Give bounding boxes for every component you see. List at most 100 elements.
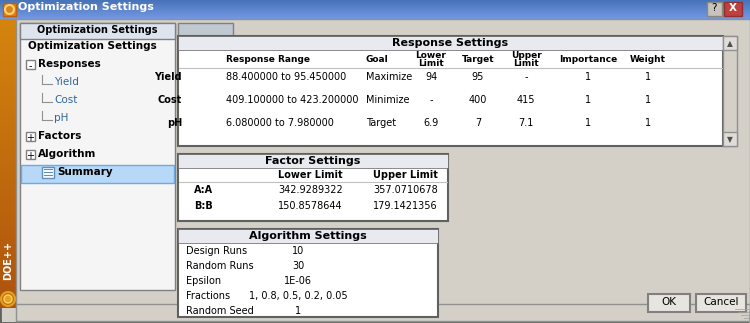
Bar xyxy=(0,302,16,303)
Text: ▼: ▼ xyxy=(727,135,733,144)
Bar xyxy=(0,293,16,294)
Bar xyxy=(0,231,16,232)
Bar xyxy=(0,262,16,263)
Bar xyxy=(0,246,16,247)
Bar xyxy=(0,4,750,5)
Bar xyxy=(0,2,750,3)
Text: Minimize: Minimize xyxy=(366,95,410,105)
Bar xyxy=(0,101,16,102)
Bar xyxy=(0,52,16,53)
Bar xyxy=(0,167,16,168)
Bar xyxy=(0,217,16,218)
Bar xyxy=(0,295,16,296)
Circle shape xyxy=(5,5,14,14)
Text: Target: Target xyxy=(366,118,396,128)
Bar xyxy=(0,267,16,268)
Bar xyxy=(0,91,16,92)
Bar xyxy=(0,116,16,117)
Bar xyxy=(0,275,16,276)
Bar xyxy=(0,162,16,163)
Bar xyxy=(0,82,16,83)
Bar xyxy=(16,19,750,308)
Bar xyxy=(0,298,16,299)
Bar xyxy=(0,97,16,98)
Bar xyxy=(0,55,16,56)
Bar xyxy=(0,304,16,305)
Bar xyxy=(0,230,16,231)
Bar xyxy=(0,178,16,179)
Bar xyxy=(0,96,16,97)
Bar xyxy=(0,266,16,267)
Bar xyxy=(0,151,16,152)
Text: Lower: Lower xyxy=(416,51,446,60)
Bar xyxy=(0,200,16,201)
Text: Maximize: Maximize xyxy=(366,72,413,82)
Bar xyxy=(0,102,16,103)
Bar xyxy=(0,74,16,75)
Bar xyxy=(0,44,16,45)
Bar xyxy=(0,72,16,73)
Bar xyxy=(0,147,16,148)
Text: 94: 94 xyxy=(424,72,437,82)
Bar xyxy=(0,306,16,307)
Bar xyxy=(0,73,16,74)
Bar xyxy=(0,186,16,187)
Text: Epsilon: Epsilon xyxy=(186,276,221,286)
Bar xyxy=(0,83,16,84)
Bar xyxy=(0,249,16,250)
Bar xyxy=(0,281,16,282)
Bar xyxy=(0,92,16,93)
Bar xyxy=(0,142,16,143)
Bar xyxy=(0,145,16,146)
Bar xyxy=(0,240,16,241)
Bar xyxy=(0,118,16,119)
Bar xyxy=(0,176,16,177)
Bar xyxy=(0,157,16,158)
Bar xyxy=(0,6,750,7)
Bar xyxy=(0,22,16,23)
Text: Design Runs: Design Runs xyxy=(186,246,248,256)
Bar xyxy=(0,254,16,255)
Bar xyxy=(0,127,16,128)
Bar xyxy=(0,286,16,287)
Bar xyxy=(0,300,16,301)
Bar xyxy=(0,110,16,111)
Bar xyxy=(0,180,16,181)
Bar xyxy=(0,289,16,290)
Bar xyxy=(0,258,16,259)
Bar xyxy=(0,146,16,147)
Bar xyxy=(0,195,16,196)
Bar xyxy=(0,112,16,113)
Bar xyxy=(0,121,16,122)
Bar xyxy=(0,263,16,264)
Bar xyxy=(0,63,16,64)
Text: +: + xyxy=(26,133,34,143)
Bar xyxy=(0,64,16,65)
Bar xyxy=(0,207,16,208)
Bar xyxy=(0,131,16,132)
Bar xyxy=(0,8,750,9)
Bar xyxy=(0,109,16,110)
Bar xyxy=(178,36,723,146)
Text: +: + xyxy=(26,151,34,161)
Bar xyxy=(0,210,16,211)
Bar xyxy=(0,134,16,135)
Text: 7: 7 xyxy=(475,118,482,128)
Text: 1: 1 xyxy=(585,72,591,82)
Bar xyxy=(0,99,16,100)
Text: X: X xyxy=(729,3,737,13)
Bar xyxy=(0,9,750,10)
Bar xyxy=(0,305,16,306)
Bar xyxy=(0,221,16,222)
Bar xyxy=(0,248,16,249)
Bar xyxy=(0,35,16,36)
Bar xyxy=(0,257,16,258)
Bar xyxy=(0,139,16,140)
Text: Weight: Weight xyxy=(630,55,666,64)
Bar xyxy=(0,117,16,118)
Text: 6.9: 6.9 xyxy=(423,118,439,128)
Bar xyxy=(0,107,16,108)
Bar xyxy=(0,239,16,240)
Bar xyxy=(0,165,16,166)
Bar xyxy=(0,255,16,256)
